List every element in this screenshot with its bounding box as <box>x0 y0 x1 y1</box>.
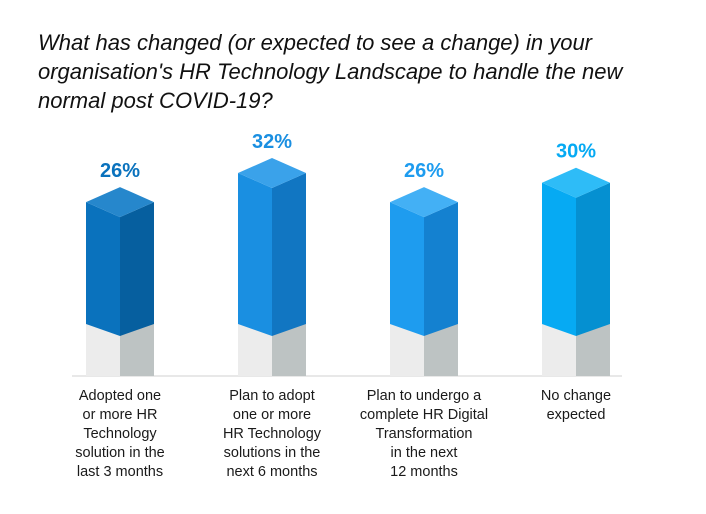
bar-top <box>390 187 458 218</box>
category-label-line: HR Technology <box>223 426 322 442</box>
category-label-line: solution in the <box>75 445 164 461</box>
category-label-line: Plan to adopt <box>229 388 314 404</box>
bar-pedestal-left <box>542 320 576 376</box>
bar-group: 32% Plan to adopt one or more HR Technology… <box>223 131 322 480</box>
category-label-line: solutions in the <box>224 445 321 461</box>
bar-group: 30% No change expected <box>541 141 611 423</box>
category-label-line: next 6 months <box>226 464 317 480</box>
category-label-line: complete HR Digital <box>360 407 488 423</box>
bar-front <box>238 173 272 336</box>
bar-side <box>424 202 458 336</box>
bar-pedestal-left <box>238 320 272 376</box>
bar-top <box>86 187 154 218</box>
category-label-line: or more HR <box>83 407 158 423</box>
category-label-line: in the next <box>391 445 458 461</box>
bar-group: 26% Plan to undergo a complete HR Digital T… <box>360 160 488 480</box>
bar-value-label: 32% <box>252 131 292 153</box>
bar-side <box>272 173 306 336</box>
bar-pedestal-right <box>424 320 458 376</box>
category-label-line: one or more <box>233 407 311 423</box>
category-label-line: last 3 months <box>77 464 163 480</box>
category-label-line: No change <box>541 388 611 404</box>
category-label-line: Adopted one <box>79 388 161 404</box>
bar-group: 26% Adopted one or more HR Technology soluti… <box>75 160 164 480</box>
category-label-line: Transformation <box>376 426 473 442</box>
bar-front <box>390 202 424 336</box>
bar-pedestal-right <box>576 320 610 376</box>
bar-value-label: 30% <box>556 141 596 163</box>
category-label-line: Technology <box>83 426 157 442</box>
bar-front <box>542 182 576 336</box>
category-label-line: Plan to undergo a <box>367 388 482 404</box>
bars-layer: 26% Adopted one or more HR Technology soluti… <box>75 131 611 480</box>
bar-front <box>86 202 120 336</box>
category-label-line: expected <box>547 407 606 423</box>
chart-title: What has changed (or expected to see a c… <box>38 30 623 113</box>
bar-value-label: 26% <box>404 160 444 182</box>
bar-top <box>238 158 306 188</box>
bar-pedestal-left <box>390 320 424 376</box>
bar-top <box>542 167 610 198</box>
bar-pedestal-left <box>86 320 120 376</box>
category-label-line: 12 months <box>390 464 458 480</box>
bar-pedestal-right <box>272 320 306 376</box>
bar-side <box>120 202 154 336</box>
bar-value-label: 26% <box>100 160 140 182</box>
bar-side <box>576 182 610 336</box>
bar-pedestal-right <box>120 320 154 376</box>
